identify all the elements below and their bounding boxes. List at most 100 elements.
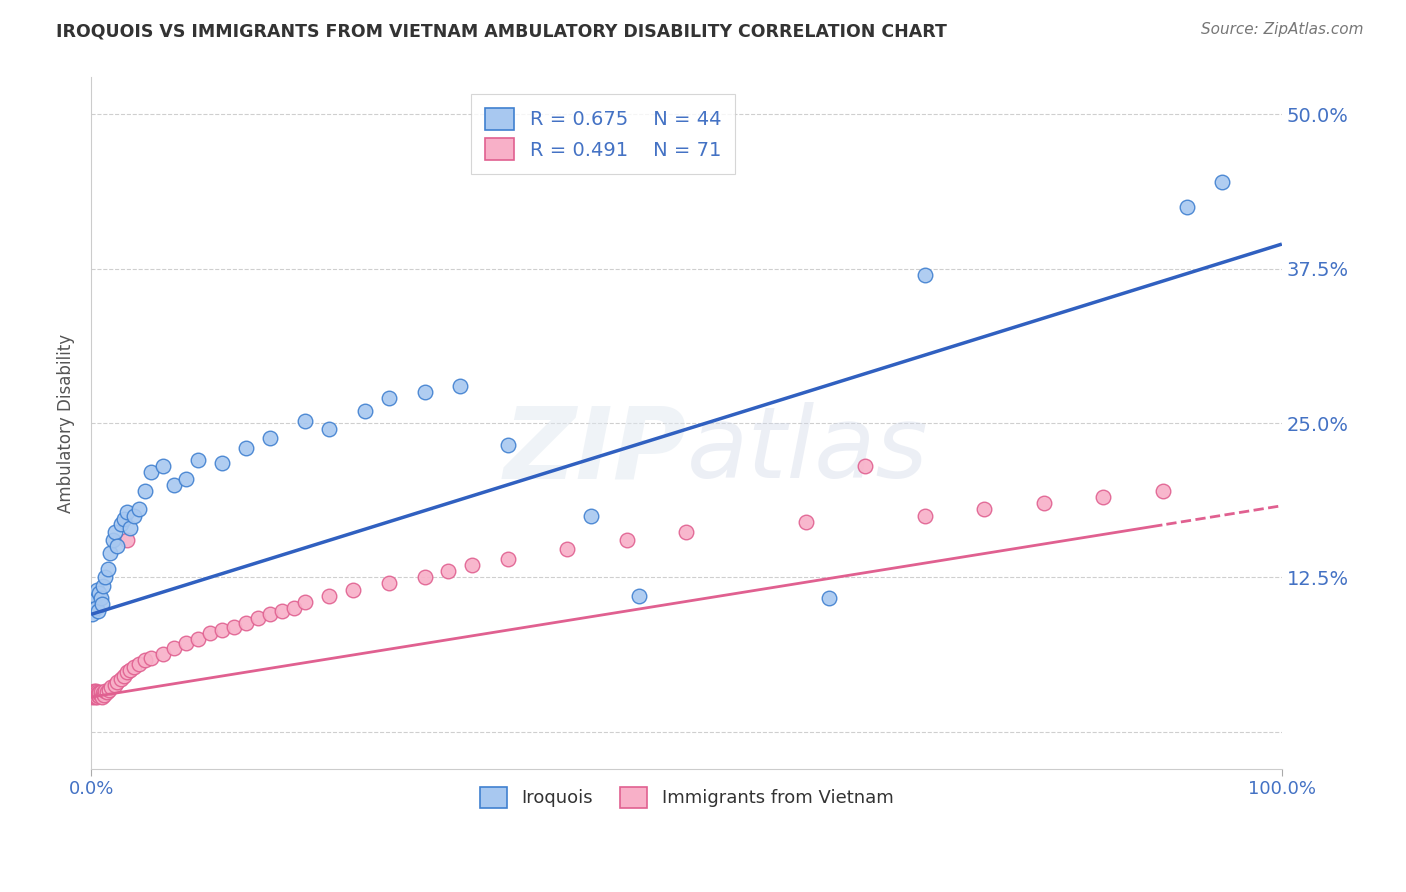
Point xyxy=(120,521,142,535)
Point xyxy=(105,540,128,554)
Point xyxy=(83,688,105,702)
Point xyxy=(83,684,105,698)
Point xyxy=(94,684,117,698)
Point xyxy=(294,595,316,609)
Point xyxy=(101,533,124,548)
Text: atlas: atlas xyxy=(686,402,928,500)
Point xyxy=(1092,490,1115,504)
Point xyxy=(86,582,108,597)
Point xyxy=(496,438,519,452)
Point xyxy=(246,611,269,625)
Point xyxy=(91,686,114,700)
Point xyxy=(187,453,209,467)
Point xyxy=(83,589,105,603)
Text: ZIP: ZIP xyxy=(503,402,686,500)
Point xyxy=(914,508,936,523)
Point xyxy=(86,685,108,699)
Point xyxy=(461,558,484,572)
Point xyxy=(82,690,104,704)
Point xyxy=(318,422,340,436)
Text: IROQUOIS VS IMMIGRANTS FROM VIETNAM AMBULATORY DISABILITY CORRELATION CHART: IROQUOIS VS IMMIGRANTS FROM VIETNAM AMBU… xyxy=(56,22,948,40)
Point xyxy=(89,586,111,600)
Point xyxy=(90,598,112,612)
Point xyxy=(83,686,105,700)
Point xyxy=(152,459,174,474)
Point xyxy=(89,686,111,700)
Point xyxy=(627,589,650,603)
Point xyxy=(139,466,162,480)
Point xyxy=(283,601,305,615)
Point xyxy=(187,632,209,646)
Point xyxy=(98,682,121,697)
Point xyxy=(354,403,377,417)
Point xyxy=(89,689,111,703)
Point xyxy=(211,624,233,638)
Point xyxy=(83,595,105,609)
Point xyxy=(105,675,128,690)
Point xyxy=(90,690,112,704)
Point xyxy=(413,570,436,584)
Point xyxy=(259,431,281,445)
Point xyxy=(318,589,340,603)
Point xyxy=(110,517,132,532)
Point xyxy=(120,663,142,677)
Point xyxy=(97,562,120,576)
Point xyxy=(222,620,245,634)
Point xyxy=(378,576,401,591)
Point xyxy=(973,502,995,516)
Point xyxy=(96,685,118,699)
Point xyxy=(86,690,108,704)
Point xyxy=(675,524,697,539)
Text: Source: ZipAtlas.com: Source: ZipAtlas.com xyxy=(1201,22,1364,37)
Point xyxy=(87,686,110,700)
Point xyxy=(98,546,121,560)
Point xyxy=(134,483,156,498)
Point xyxy=(176,636,198,650)
Point xyxy=(1152,483,1174,498)
Point xyxy=(86,688,108,702)
Point xyxy=(139,650,162,665)
Point xyxy=(200,625,222,640)
Point xyxy=(616,533,638,548)
Point xyxy=(82,688,104,702)
Point xyxy=(270,604,292,618)
Point xyxy=(581,508,603,523)
Point xyxy=(163,477,186,491)
Point xyxy=(90,685,112,699)
Point xyxy=(128,657,150,671)
Point xyxy=(84,686,107,700)
Point xyxy=(449,379,471,393)
Point xyxy=(115,665,138,680)
Point xyxy=(128,502,150,516)
Point xyxy=(1175,200,1198,214)
Point xyxy=(211,456,233,470)
Point xyxy=(122,508,145,523)
Point xyxy=(122,660,145,674)
Point xyxy=(90,688,112,702)
Point xyxy=(176,472,198,486)
Point xyxy=(235,615,257,630)
Point xyxy=(853,459,876,474)
Point xyxy=(84,689,107,703)
Point xyxy=(152,647,174,661)
Point xyxy=(134,653,156,667)
Point xyxy=(115,533,138,548)
Point xyxy=(496,551,519,566)
Point xyxy=(87,604,110,618)
Point xyxy=(83,690,105,704)
Point xyxy=(437,564,460,578)
Point xyxy=(557,541,579,556)
Point xyxy=(100,680,122,694)
Point xyxy=(84,684,107,698)
Point xyxy=(90,591,112,606)
Point xyxy=(914,268,936,282)
Point xyxy=(163,640,186,655)
Point xyxy=(93,688,115,702)
Point xyxy=(110,672,132,686)
Point xyxy=(818,591,841,606)
Point xyxy=(82,685,104,699)
Point xyxy=(235,441,257,455)
Point xyxy=(104,524,127,539)
Point xyxy=(83,686,105,700)
Point xyxy=(1032,496,1054,510)
